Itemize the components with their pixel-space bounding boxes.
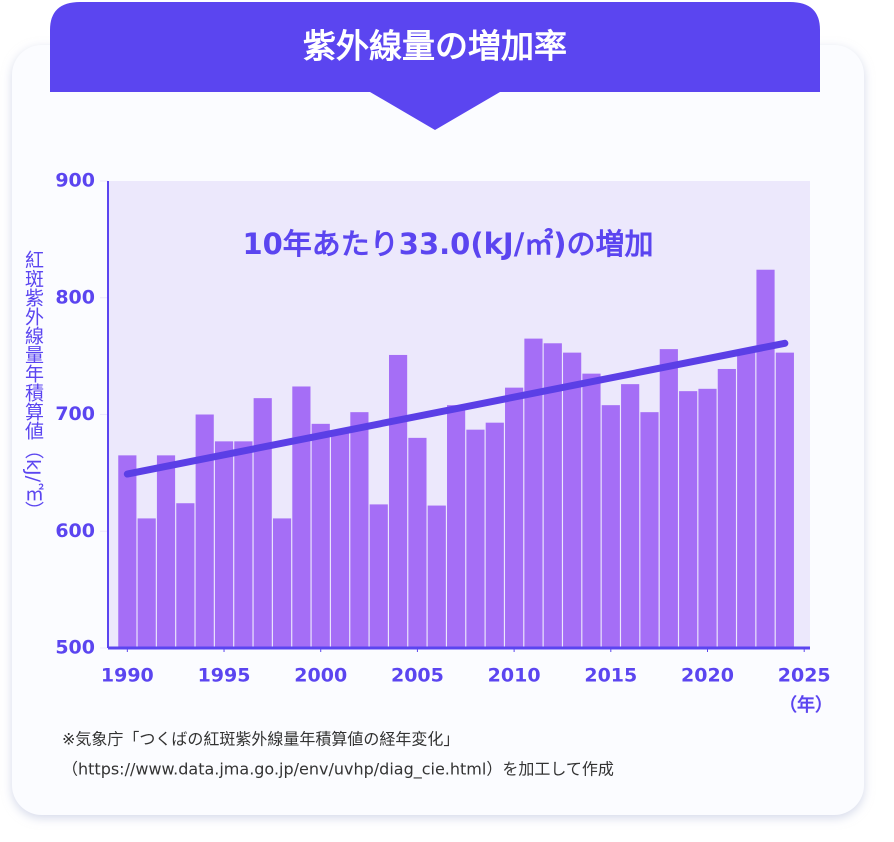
bar — [717, 368, 736, 648]
bar — [176, 503, 195, 648]
bar — [524, 338, 543, 648]
source-note: （https://www.data.jma.go.jp/env/uvhp/dia… — [62, 760, 614, 780]
bar — [679, 391, 698, 648]
bar — [543, 343, 562, 648]
title-tab — [50, 2, 820, 130]
bar — [505, 387, 524, 648]
bar — [350, 412, 369, 648]
bar — [388, 354, 408, 648]
bar — [195, 414, 214, 648]
bar — [447, 405, 466, 648]
source-note: ※気象庁「つくばの紅斑紫外線量年積算値の経年変化」 — [62, 730, 459, 749]
bar — [311, 423, 330, 648]
y-axis-label: 紅斑紫外線量年積算値（kJ/㎡） — [22, 250, 44, 520]
bar — [698, 388, 717, 648]
bar — [640, 412, 659, 648]
bar — [756, 269, 775, 648]
bar — [118, 455, 137, 648]
bar — [272, 518, 292, 648]
x-unit: （年） — [779, 694, 833, 716]
y-tick-label: 500 — [55, 637, 95, 659]
bar — [292, 386, 311, 648]
y-tick-label: 800 — [55, 286, 95, 308]
bar — [601, 405, 620, 648]
x-tick-label: 1990 — [101, 665, 154, 687]
y-tick-label: 700 — [55, 403, 95, 425]
x-tick-label: 2025 — [778, 665, 831, 687]
bar — [621, 384, 640, 648]
trend-line — [123, 339, 789, 478]
bar — [563, 352, 582, 648]
bar — [408, 437, 427, 648]
bar — [214, 441, 234, 648]
bar — [253, 398, 272, 648]
bar — [737, 352, 756, 648]
x-tick-label: 2020 — [681, 665, 734, 687]
x-tick-label: 2005 — [391, 665, 444, 687]
annotation: 10年あたり33.0(kJ/㎡)の増加 — [242, 227, 653, 261]
bar — [330, 433, 350, 648]
bar — [369, 504, 388, 648]
bar — [156, 455, 176, 648]
bar — [427, 505, 446, 648]
bar — [659, 349, 678, 648]
bar — [485, 422, 504, 648]
y-tick-label: 900 — [55, 170, 95, 192]
bar — [466, 429, 485, 648]
y-tick-label: 600 — [55, 520, 95, 542]
x-tick-label: 2015 — [584, 665, 637, 687]
bar — [137, 518, 156, 648]
bar — [234, 441, 253, 648]
bar — [582, 373, 601, 648]
x-tick-label: 2010 — [488, 665, 541, 687]
chart-title: 紫外線量の増加率 — [303, 27, 567, 66]
x-tick-label: 1995 — [198, 665, 251, 687]
bar — [775, 352, 794, 648]
x-tick-label: 2000 — [294, 665, 347, 687]
